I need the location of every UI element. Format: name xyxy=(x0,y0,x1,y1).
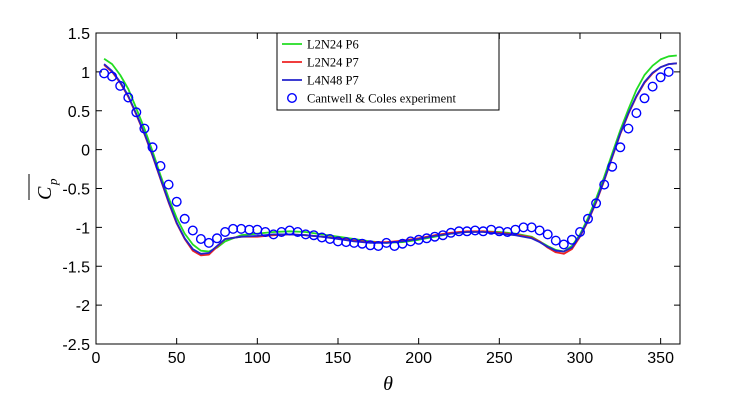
y-tick-label: 0 xyxy=(81,143,90,160)
data-point xyxy=(187,225,198,236)
data-point xyxy=(639,93,650,104)
data-point xyxy=(566,234,577,245)
axis-ticks: 0 50 100 150 200 250 300 350 -2.5 -2 -1.5 -1 -0.5 0 0.… xyxy=(62,26,680,367)
data-point xyxy=(583,213,594,224)
data-point xyxy=(211,233,222,244)
y-tick-label: 0.5 xyxy=(68,104,90,121)
data-point xyxy=(550,235,561,246)
data-point xyxy=(591,198,602,209)
data-point xyxy=(534,225,545,236)
data-point xyxy=(171,196,182,207)
y-tick-label: -1 xyxy=(76,220,90,237)
data-point xyxy=(131,107,142,118)
data-point xyxy=(107,71,118,82)
x-tick-label: 100 xyxy=(244,350,271,367)
x-tick-label: 50 xyxy=(168,350,186,367)
legend-label: L2N24 P6 xyxy=(307,38,359,52)
x-axis-label: θ xyxy=(383,373,393,395)
data-point xyxy=(663,66,674,77)
legend-box xyxy=(276,32,500,111)
legend-label: L4N48 P7 xyxy=(307,74,359,88)
y-axis-label-subscript: p xyxy=(45,178,60,186)
x-tick-label: 200 xyxy=(405,350,432,367)
data-point xyxy=(139,123,150,134)
x-tick-label: 0 xyxy=(92,350,101,367)
data-point xyxy=(558,239,569,250)
legend-swatch-marker xyxy=(287,92,298,103)
legend-label: Cantwell & Coles experiment xyxy=(307,92,456,106)
data-point xyxy=(631,108,642,119)
data-point xyxy=(542,229,553,240)
data-point xyxy=(147,142,158,153)
data-point xyxy=(623,123,634,134)
y-tick-label: -2 xyxy=(76,298,90,315)
data-point xyxy=(599,179,610,190)
data-point xyxy=(195,233,206,244)
data-point xyxy=(203,237,214,248)
x-tick-label: 350 xyxy=(647,350,674,367)
series-layer xyxy=(99,54,677,257)
data-point xyxy=(647,81,658,92)
y-tick-label: -2.5 xyxy=(62,337,90,354)
data-point xyxy=(179,213,190,224)
data-point xyxy=(575,226,586,237)
data-point xyxy=(123,92,134,103)
data-point xyxy=(163,179,174,190)
data-point xyxy=(236,223,247,234)
y-tick-label: 1.5 xyxy=(68,26,90,43)
y-axis-label: C p xyxy=(28,174,60,200)
data-point xyxy=(155,160,166,171)
data-point xyxy=(228,223,239,234)
x-tick-label: 300 xyxy=(567,350,594,367)
legend-label: L2N24 P7 xyxy=(307,56,359,70)
x-tick-label: 150 xyxy=(325,350,352,367)
data-point xyxy=(607,161,618,172)
y-axis-label-main: C xyxy=(34,186,56,200)
data-point xyxy=(615,142,626,153)
series-line-2 xyxy=(103,62,677,255)
data-point xyxy=(518,222,529,233)
data-point xyxy=(115,80,126,91)
y-tick-label: -1.5 xyxy=(62,259,90,276)
y-tick-label: -0.5 xyxy=(62,182,90,199)
data-point xyxy=(655,72,666,83)
x-tick-label: 250 xyxy=(486,350,513,367)
y-tick-label: 1 xyxy=(81,65,90,82)
legend: L2N24 P6 L2N24 P7 L4N48 P7 Cantwell & Coles… xyxy=(276,32,500,111)
